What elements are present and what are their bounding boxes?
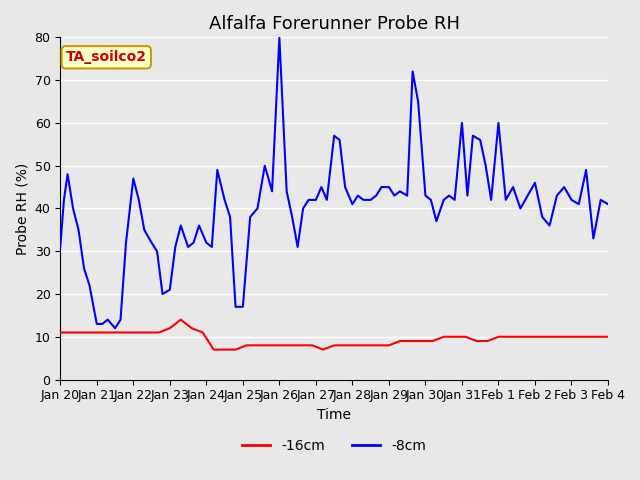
Legend: -16cm, -8cm: -16cm, -8cm — [237, 433, 432, 458]
Text: TA_soilco2: TA_soilco2 — [66, 50, 147, 64]
Y-axis label: Probe RH (%): Probe RH (%) — [15, 162, 29, 254]
Title: Alfalfa Forerunner Probe RH: Alfalfa Forerunner Probe RH — [209, 15, 460, 33]
X-axis label: Time: Time — [317, 408, 351, 422]
